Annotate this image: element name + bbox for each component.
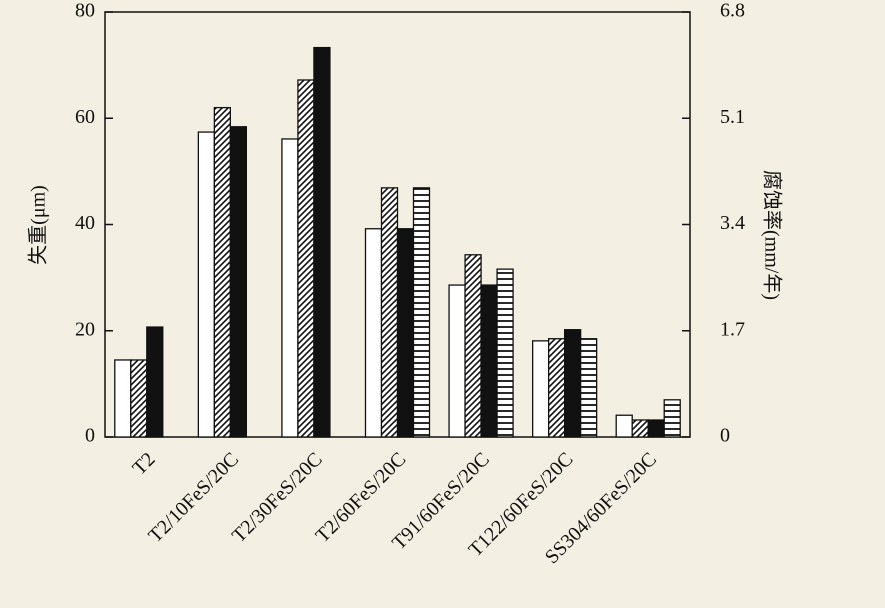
bar: [297, 79, 315, 438]
bar: [480, 284, 498, 438]
bar: [448, 284, 466, 438]
bar: [313, 46, 331, 438]
bar: [281, 138, 299, 438]
bar: [531, 340, 550, 438]
y-tick-label: 0: [85, 425, 95, 447]
bar: [631, 419, 649, 438]
y2-tick-label: 6.8: [720, 0, 745, 22]
bar: [197, 131, 216, 438]
bar: [364, 228, 383, 438]
bar: [496, 268, 514, 438]
bar: [229, 126, 248, 438]
y-tick-label: 40: [75, 212, 95, 234]
bar: [663, 399, 681, 438]
bar: [130, 359, 148, 438]
y2-tick-label: 0: [720, 425, 730, 447]
y-tick-label: 20: [75, 318, 95, 340]
bar: [213, 106, 232, 438]
y-tick-label: 60: [75, 106, 95, 128]
bar: [579, 338, 598, 438]
bar: [114, 359, 132, 438]
bar: [615, 414, 633, 438]
bar: [412, 187, 431, 438]
bar: [146, 326, 164, 438]
y2-axis-label: 腐蚀率(mm/年): [760, 170, 783, 300]
y-axis-label: 失重(μm): [27, 185, 50, 265]
bar: [563, 329, 582, 438]
bar: [547, 338, 566, 438]
y2-tick-label: 1.7: [720, 318, 745, 340]
bar: [396, 228, 415, 438]
y-tick-label: 80: [75, 0, 95, 22]
bar: [647, 419, 665, 438]
y2-tick-label: 3.4: [720, 212, 745, 234]
y2-tick-label: 5.1: [720, 106, 745, 128]
bar: [380, 187, 399, 438]
bar: [464, 254, 482, 438]
